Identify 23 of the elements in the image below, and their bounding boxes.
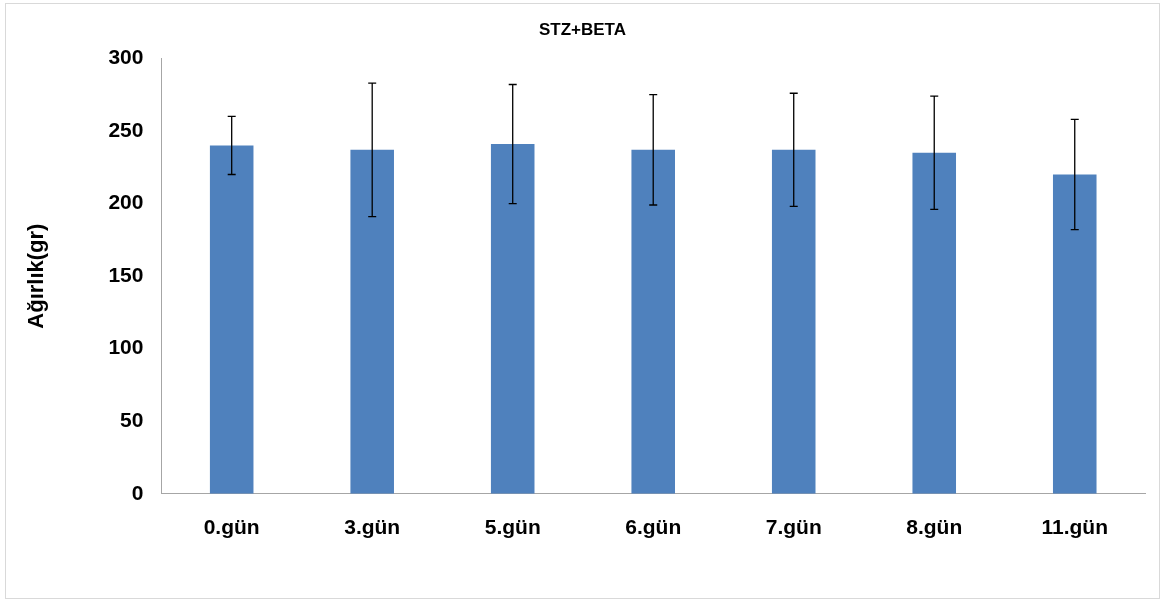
bar (771, 149, 816, 494)
y-tick-label: 300 (108, 45, 144, 69)
bar (490, 144, 535, 494)
x-tick-label: 11.gün (1041, 515, 1109, 539)
bar (350, 149, 394, 494)
y-tick-label: 150 (108, 262, 144, 286)
chart-title: STZ+BETA (538, 19, 627, 39)
x-tick-label: 5.gün (484, 515, 541, 539)
y-axis-title: Ağırlık(gr) (23, 223, 49, 329)
x-tick-label: 3.gün (344, 515, 401, 539)
y-tick-label: 50 (120, 408, 144, 432)
bar (912, 152, 957, 494)
y-tick-label: 250 (108, 117, 144, 141)
x-tick-label: 7.gün (765, 515, 822, 539)
y-tick-label: 0 (131, 480, 144, 504)
y-tick-label: 200 (108, 190, 144, 214)
y-tick-label: 100 (108, 335, 144, 359)
bar (209, 145, 254, 494)
x-tick-label: 8.gün (906, 515, 963, 539)
x-tick-label: 0.gün (203, 515, 260, 539)
bar (1052, 174, 1097, 494)
bar (631, 149, 675, 494)
x-tick-label: 6.gün (625, 515, 682, 539)
